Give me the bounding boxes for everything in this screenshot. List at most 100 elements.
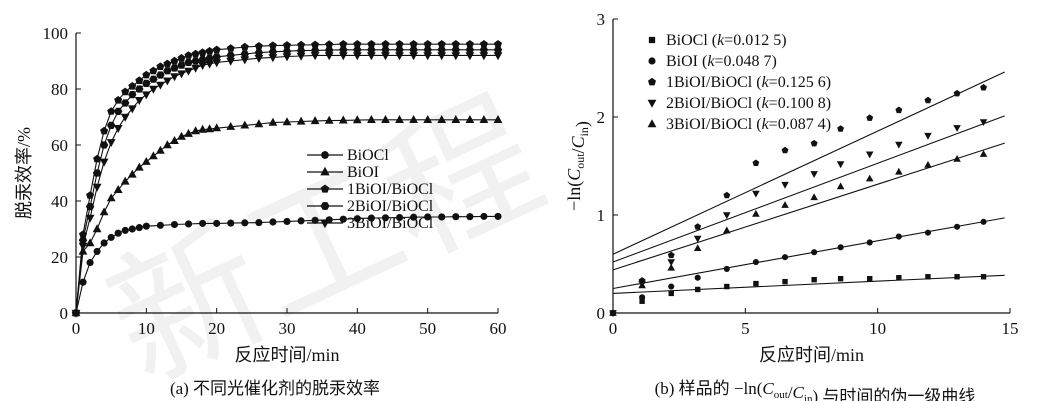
a-data-point <box>437 52 447 61</box>
b-data-point <box>723 191 731 199</box>
b-data-point <box>837 125 844 132</box>
a-data-point <box>254 42 263 50</box>
a-data-point <box>92 183 102 192</box>
a-data-point <box>352 115 362 124</box>
a-data-point <box>163 67 172 75</box>
a-data-point <box>177 70 186 79</box>
b-data-point <box>723 226 731 234</box>
a-data-point <box>212 53 221 61</box>
a-data-point <box>452 213 460 221</box>
b-data-point <box>694 286 701 293</box>
b-data-point <box>667 251 675 259</box>
a-data-point <box>282 53 292 62</box>
b-data-point <box>752 209 760 217</box>
a-data-point <box>85 238 95 247</box>
b-legend-marker <box>647 119 657 128</box>
chart-a: 0 10 20 30 40 50 60 0 20 40 60 80 100 反应时间/min 脱汞效率/% B… <box>14 24 507 365</box>
a-data-point <box>395 115 404 123</box>
a-data-point <box>479 46 489 54</box>
b-y-tick-label: 3 <box>597 10 606 29</box>
a-data-point <box>191 64 200 73</box>
a-data-point <box>226 51 235 59</box>
a-data-point <box>367 214 375 222</box>
a-data-point <box>184 51 193 59</box>
b-x-tick-label: 10 <box>869 319 886 338</box>
a-data-point <box>381 214 390 222</box>
a-x-tick-label: 0 <box>72 319 81 338</box>
a-series-0 <box>72 212 502 317</box>
b-data-point <box>639 294 646 301</box>
b-x-tick-label: 5 <box>741 319 750 338</box>
b-data-point <box>667 263 675 271</box>
a-data-point <box>240 50 249 58</box>
b-legend-marker <box>648 77 656 86</box>
a-data-point <box>451 115 461 123</box>
b-data-point <box>694 223 702 230</box>
b-data-point <box>924 229 932 236</box>
a-legend-marker <box>320 219 330 229</box>
a-data-point <box>205 60 214 69</box>
a-data-point <box>134 97 144 105</box>
a-data-point <box>107 107 116 115</box>
b-fit-line <box>612 217 1005 290</box>
a-data-point <box>296 116 306 125</box>
a-data-point <box>353 46 362 54</box>
a-data-point <box>409 40 418 48</box>
a-data-point <box>437 40 446 48</box>
a-data-point <box>451 40 460 48</box>
a-data-point <box>100 239 108 247</box>
a-x-axis-label: 反应时间/min <box>234 345 339 365</box>
a-data-point <box>269 218 277 226</box>
a-data-point <box>494 40 502 48</box>
a-data-point <box>395 52 404 61</box>
a-data-point <box>324 115 334 124</box>
b-legend-marker <box>648 57 656 65</box>
a-data-point <box>121 226 129 234</box>
a-data-point <box>479 115 489 123</box>
a-data-point <box>135 224 143 232</box>
a-data-point <box>198 62 207 70</box>
b-legend-label: 2BiOI/BiOCl (k=0.100 8) <box>666 95 831 112</box>
a-data-point <box>163 59 172 68</box>
a-data-point <box>184 129 193 137</box>
b-data-point <box>924 132 932 140</box>
b-data-point <box>979 119 988 126</box>
a-data-point <box>423 46 432 54</box>
a-data-point <box>423 40 432 48</box>
a-data-point <box>114 96 123 104</box>
b-y-tick-label: 1 <box>597 206 606 225</box>
b-data-point <box>781 181 789 189</box>
a-data-point <box>410 213 418 221</box>
a-data-point <box>465 52 475 61</box>
a-data-point <box>177 131 186 140</box>
b-data-point <box>896 275 902 281</box>
a-data-point <box>381 40 390 48</box>
a-x-tick-label: 20 <box>208 319 225 338</box>
b-legend-marker <box>648 36 656 44</box>
a-data-point <box>282 117 292 126</box>
b-series-4 <box>609 142 1005 316</box>
b-data-point <box>867 276 873 282</box>
a-data-point <box>310 52 320 61</box>
a-data-point <box>367 52 376 61</box>
b-data-point <box>980 218 987 225</box>
b-data-point <box>980 274 987 280</box>
a-data-point <box>170 64 179 72</box>
a-data-point <box>465 46 475 54</box>
b-data-point <box>980 84 987 91</box>
b-data-point <box>836 161 845 169</box>
a-data-point <box>163 140 172 149</box>
a-x-tick-label: 50 <box>419 319 436 338</box>
a-data-point <box>465 40 474 48</box>
a-data-point <box>254 119 264 128</box>
a-data-point <box>114 107 123 115</box>
b-data-point <box>638 281 646 289</box>
a-data-point <box>127 169 137 178</box>
a-data-point <box>339 215 347 223</box>
a-data-point <box>255 218 263 227</box>
a-data-point <box>338 115 348 124</box>
b-legend-label: BiOCl (k=0.012 5) <box>666 32 787 49</box>
a-data-point <box>297 217 305 225</box>
b-data-point <box>837 244 844 251</box>
